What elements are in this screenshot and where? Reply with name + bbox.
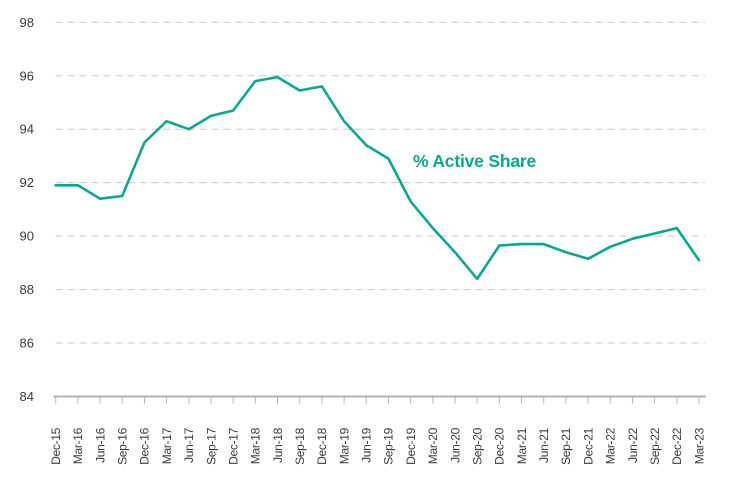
x-tick-label: Jun-17 bbox=[182, 427, 196, 463]
x-tick-label: Jun-18 bbox=[271, 427, 285, 463]
x-tick-label: Jun-16 bbox=[93, 427, 107, 463]
x-tick-label: Mar-21 bbox=[515, 427, 529, 464]
y-tick-label: 96 bbox=[20, 68, 34, 83]
y-tick-label: 88 bbox=[20, 282, 34, 297]
x-tick-label: Jun-22 bbox=[626, 427, 640, 463]
x-axis-tick-labels: Dec-15 Mar-16 Jun-16 Sep-16 Dec-16 Mar-17 Jun-… bbox=[49, 427, 706, 465]
x-tick-label: Dec-15 bbox=[49, 427, 63, 465]
x-tick-label: Dec-16 bbox=[138, 427, 152, 465]
x-tick-label: Sep-17 bbox=[204, 427, 218, 465]
active-share-line bbox=[54, 75, 701, 281]
x-tick-label: Mar-22 bbox=[604, 427, 618, 464]
x-tick-label: Mar-18 bbox=[249, 427, 263, 464]
x-tick-label: Sep-20 bbox=[470, 427, 484, 465]
x-tick-label: Sep-21 bbox=[559, 427, 573, 465]
x-tick-label: Jun-19 bbox=[360, 427, 374, 463]
x-tick-label: Jun-21 bbox=[537, 427, 551, 463]
x-tick-label: Dec-19 bbox=[404, 427, 418, 465]
y-tick-label: 90 bbox=[20, 229, 34, 244]
x-tick-label: Dec-17 bbox=[226, 427, 240, 465]
x-tick-label: Mar-16 bbox=[71, 427, 85, 464]
x-tick-label: Sep-22 bbox=[648, 427, 662, 465]
series-annotation-label: % Active Share bbox=[413, 151, 536, 171]
gridlines bbox=[55, 21, 705, 344]
x-tick-label: Dec-18 bbox=[315, 427, 329, 465]
y-tick-label: 98 bbox=[20, 15, 34, 30]
x-tick-label: Dec-20 bbox=[493, 427, 507, 465]
x-tick-label: Sep-19 bbox=[382, 427, 396, 465]
x-axis bbox=[53, 395, 706, 404]
y-axis-tick-labels: 84 86 88 90 92 94 96 98 bbox=[20, 15, 34, 404]
x-tick-label: Mar-20 bbox=[426, 427, 440, 464]
x-tick-label: Mar-17 bbox=[160, 427, 174, 464]
x-tick-label: Sep-16 bbox=[116, 427, 130, 465]
x-tick-label: Sep-18 bbox=[293, 427, 307, 465]
x-tick-label: Dec-22 bbox=[670, 427, 684, 465]
y-tick-label: 84 bbox=[20, 389, 34, 404]
y-tick-label: 94 bbox=[20, 122, 34, 137]
y-tick-label: 92 bbox=[20, 175, 34, 190]
x-tick-label: Jun-20 bbox=[448, 427, 462, 463]
x-tick-label: Dec-21 bbox=[581, 427, 595, 465]
x-tick-label: Mar-19 bbox=[337, 427, 351, 464]
y-tick-label: 86 bbox=[20, 336, 34, 351]
x-tick-label: Mar-23 bbox=[692, 427, 706, 464]
